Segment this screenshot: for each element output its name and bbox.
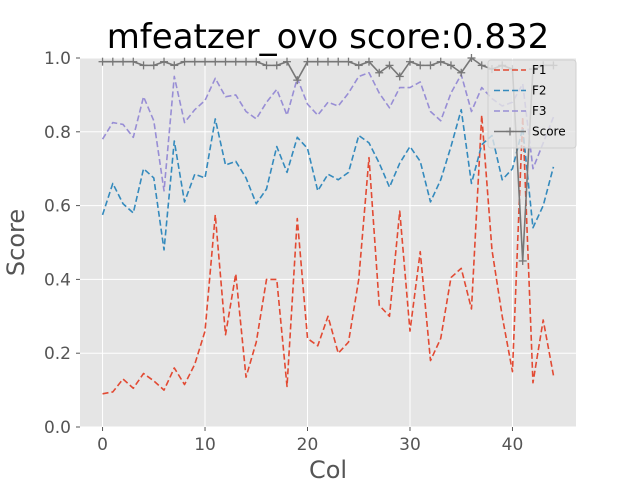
score-point [98,57,107,66]
legend-item-f3: F3 [494,104,547,118]
score-point [354,61,363,70]
score-point [221,57,230,66]
series-line-f2 [101,108,555,251]
x-tick-label: 40 [502,435,524,455]
score-point [293,76,302,85]
legend: F1 F2 F3 Score [487,59,577,149]
legend-label: F3 [532,104,547,118]
legend-item-f2: F2 [494,84,547,98]
x-tick-label: 10 [194,435,216,455]
score-point [405,57,414,66]
score-point [477,61,486,70]
score-point [426,61,435,70]
series-line-f3 [101,71,555,192]
score-point [252,57,261,66]
score-point [119,57,128,66]
score-point [108,57,117,66]
score-point [313,57,322,66]
legend-item-f1: F1 [494,63,547,77]
y-tick-label: 0.6 [44,197,71,217]
score-point [334,57,343,66]
score-point [180,57,189,66]
y-axis-label: Score [2,209,30,276]
y-tick-label: 0.2 [44,344,71,364]
score-point [160,57,169,66]
score-point [436,57,445,66]
score-point [211,57,220,66]
chart-title: mfeatzer_ovo score:0.832 [107,17,550,57]
score-point [139,61,148,70]
legend-label: Score [532,125,566,139]
score-point [201,57,210,66]
score-point [364,57,373,66]
y-tick-label: 0.0 [44,418,71,438]
y-tick-label: 0.4 [44,270,71,290]
x-tick-label: 30 [399,435,421,455]
score-point [129,57,138,66]
score-point [283,57,292,66]
score-point [467,54,476,62]
score-point [262,61,271,70]
score-point [375,68,384,77]
score-point [324,57,332,66]
legend-item-score: Score [494,125,566,139]
score-point [149,61,158,70]
legend-label: F2 [532,84,547,98]
score-point [395,72,404,81]
y-tick-label: 1.0 [44,49,71,69]
x-tick-label: 0 [97,435,108,455]
score-point [385,61,394,70]
legend-label: F1 [532,63,547,77]
score-point [416,61,425,70]
axis-ticks: 0 10 20 30 40 0.0 0.2 0.4 0.6 0.8 1.0 [44,49,523,455]
score-point [190,57,199,66]
score-point [303,57,312,66]
y-tick-label: 0.8 [44,123,71,143]
score-point [344,57,353,66]
score-point [170,61,179,70]
score-point [457,68,466,77]
score-point [242,57,251,66]
x-axis-label: Col [309,456,347,480]
score-point [518,256,527,265]
score-point [231,57,240,66]
series-line-f1 [102,114,555,395]
score-point [272,61,281,70]
legend-box [487,59,577,149]
x-tick-label: 20 [297,435,319,455]
score-point [446,61,455,70]
series-layer [98,54,558,395]
